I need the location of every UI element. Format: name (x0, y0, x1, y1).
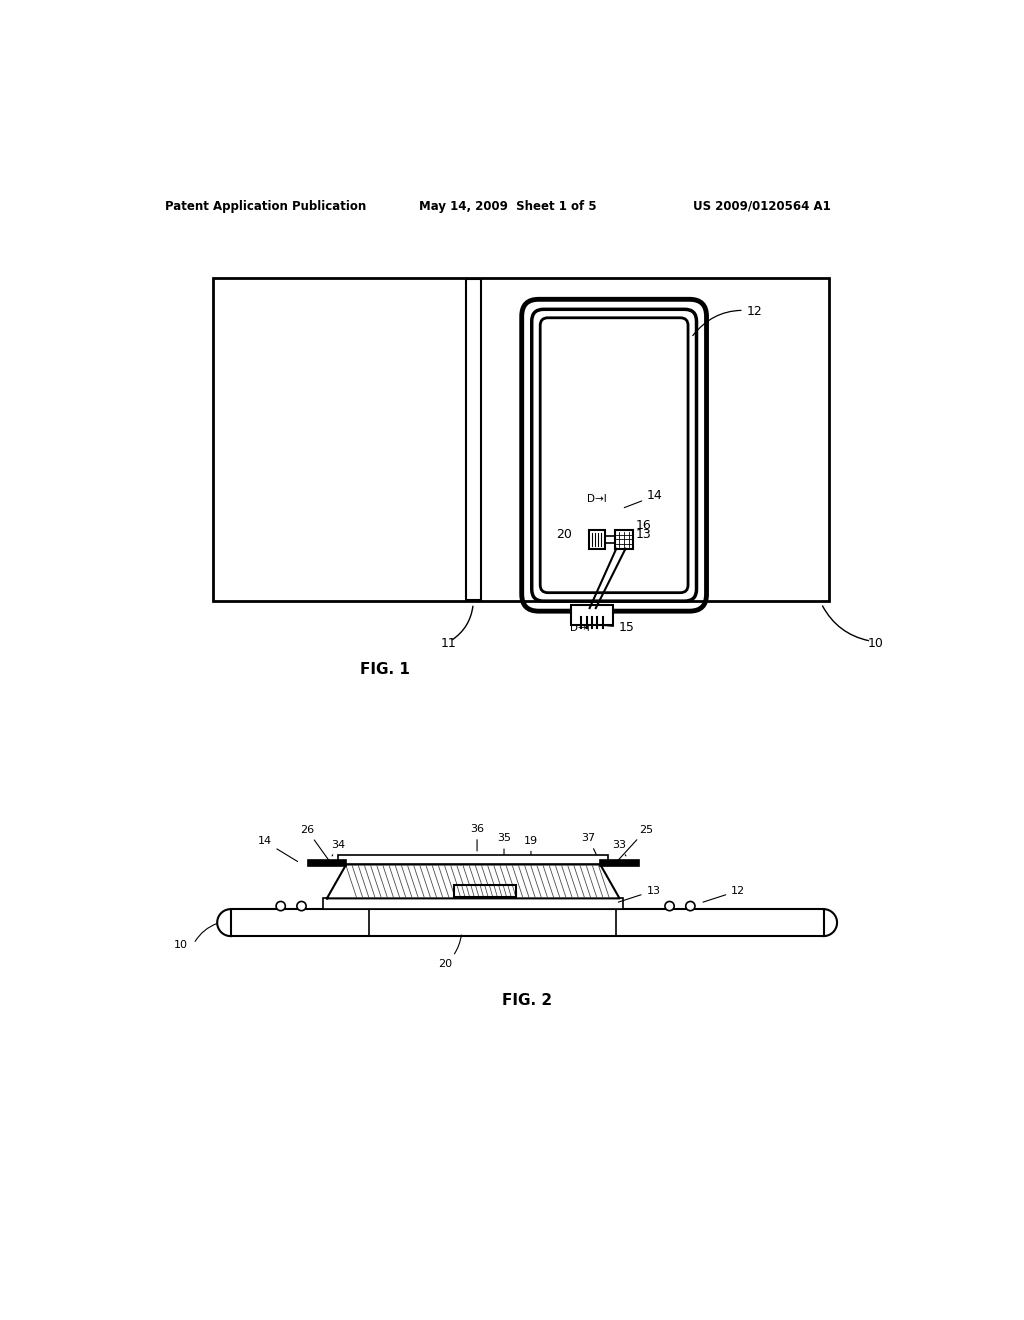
Text: 14: 14 (258, 837, 298, 862)
Bar (466, 280, 481, 599)
Text: 33: 33 (612, 840, 627, 855)
Text: Patent Application Publication: Patent Application Publication (165, 199, 366, 213)
Text: 37: 37 (582, 833, 599, 861)
Text: 10: 10 (867, 638, 884, 651)
Text: 13: 13 (618, 886, 660, 902)
Text: FIG. 1: FIG. 1 (359, 663, 410, 677)
Text: 26: 26 (300, 825, 329, 861)
Polygon shape (327, 865, 620, 899)
Text: FIG. 2: FIG. 2 (502, 994, 552, 1008)
Bar (230, 909, 823, 936)
Text: 19: 19 (524, 836, 538, 865)
Text: 12: 12 (693, 305, 762, 335)
Text: 35: 35 (497, 833, 511, 861)
Text: D→I: D→I (587, 495, 607, 504)
Text: May 14, 2009  Sheet 1 of 5: May 14, 2009 Sheet 1 of 5 (419, 199, 597, 213)
Bar (589, 531, 605, 549)
Bar (600, 859, 639, 866)
Text: 13: 13 (636, 528, 651, 541)
Bar (454, 884, 515, 896)
Text: D→I: D→I (570, 623, 590, 634)
Text: 16: 16 (636, 519, 651, 532)
Circle shape (686, 902, 695, 911)
Circle shape (276, 902, 286, 911)
Text: US 2009/0120564 A1: US 2009/0120564 A1 (693, 199, 830, 213)
Text: 36: 36 (470, 824, 484, 851)
Text: 10: 10 (174, 940, 188, 949)
Text: 11: 11 (441, 638, 457, 651)
Text: 20: 20 (556, 528, 571, 541)
Bar (570, 605, 613, 626)
Circle shape (665, 902, 674, 911)
Bar (339, 855, 608, 865)
Text: 34: 34 (332, 840, 345, 855)
Circle shape (297, 902, 306, 911)
Text: 25: 25 (617, 825, 653, 861)
Text: 15: 15 (602, 622, 635, 634)
Text: 12: 12 (703, 886, 745, 902)
Text: 20: 20 (438, 935, 462, 969)
Bar (323, 899, 624, 909)
Bar (307, 859, 346, 866)
Text: 14: 14 (625, 490, 663, 508)
Bar (614, 531, 633, 549)
Bar (213, 277, 829, 601)
